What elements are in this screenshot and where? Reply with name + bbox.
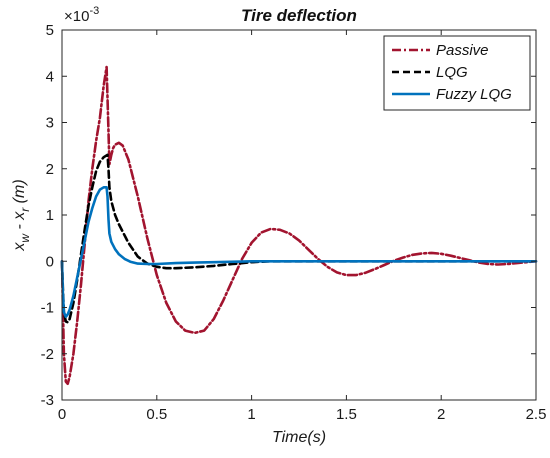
- x-tick-label: 2: [437, 406, 445, 423]
- legend-label: LQG: [436, 64, 468, 81]
- y-axis-ticks: -3 -2 -1 0 1 2 3 4 5: [41, 22, 536, 409]
- x-tick-label: 0.5: [146, 406, 167, 423]
- x-tick-label: 2.5: [526, 406, 547, 423]
- y-label-unit: (m): [11, 179, 28, 207]
- legend: Passive LQG Fuzzy LQG: [383, 35, 531, 111]
- x-tick-label: 0: [58, 406, 66, 423]
- legend-label: Passive: [436, 42, 489, 59]
- y-tick-label: -3: [41, 392, 54, 409]
- legend-label: Fuzzy LQG: [436, 86, 512, 103]
- chart-title: Tire deflection: [241, 6, 357, 25]
- x-axis-ticks: 0 0.5 1 1.5 2 2.5: [58, 30, 547, 423]
- y-tick-label: 4: [46, 68, 54, 85]
- y-label-sub-w: w: [18, 233, 32, 243]
- x-tick-label: 1: [247, 406, 255, 423]
- series-line-lqg: [60, 153, 538, 324]
- y-exponent-base: ×10: [64, 8, 89, 25]
- y-tick-label: 2: [46, 161, 54, 178]
- y-axis-label: xw - xr (m): [11, 179, 32, 251]
- y-exponent-power: -3: [89, 5, 99, 17]
- x-axis-label: Time(s): [272, 429, 326, 446]
- x-tick-label: 1.5: [336, 406, 357, 423]
- y-tick-label: 0: [46, 253, 54, 270]
- y-tick-label: 3: [46, 115, 54, 132]
- y-tick-label: -2: [41, 346, 54, 363]
- y-label-xw: x: [11, 242, 28, 252]
- y-tick-label: 1: [46, 207, 54, 224]
- y-axis-exponent: ×10-3: [64, 5, 99, 25]
- series-layer: [60, 65, 538, 386]
- series-line-fuzzy-lqg: [60, 186, 538, 319]
- series-line-passive: [60, 65, 538, 386]
- y-label-minus-xr: - x: [11, 211, 28, 234]
- y-tick-label: 5: [46, 22, 54, 39]
- y-label-sub-r: r: [18, 207, 32, 212]
- legend-items: Passive LQG Fuzzy LQG: [392, 42, 512, 103]
- y-tick-label: -1: [41, 300, 54, 317]
